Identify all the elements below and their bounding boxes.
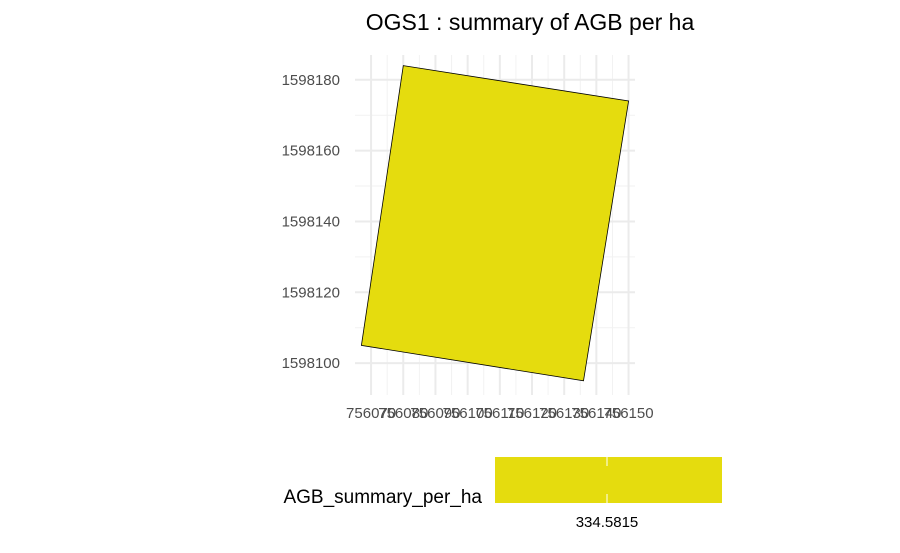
plot-polygon <box>360 65 630 382</box>
chart-title: OGS1 : summary of AGB per ha <box>366 9 695 35</box>
legend-colorbar <box>495 457 722 503</box>
legend: AGB_summary_per_ha 334.5815 <box>283 457 722 531</box>
x-tick-label: 756070 <box>346 405 396 422</box>
polygon-layer <box>360 65 630 382</box>
x-axis-tick-labels: 7560707560807560907561007561107561207561… <box>346 405 654 422</box>
x-tick-label: 756130 <box>539 405 589 422</box>
legend-title: AGB_summary_per_ha <box>283 487 482 508</box>
x-tick-label: 756140 <box>571 405 621 422</box>
x-tick-label: 756150 <box>604 405 654 422</box>
x-tick-label: 756120 <box>507 405 557 422</box>
x-tick-label: 756090 <box>410 405 460 422</box>
y-tick-label: 1598140 <box>282 213 340 230</box>
y-axis-tick-labels: 1598100 1598120 1598140 1598160 1598180 <box>282 72 340 372</box>
y-tick-label: 1598160 <box>282 143 340 160</box>
x-tick-label: 756100 <box>443 405 493 422</box>
legend-tick-label: 334.5815 <box>576 514 639 531</box>
y-tick-label: 1598120 <box>282 284 340 301</box>
y-tick-label: 1598180 <box>282 72 340 89</box>
y-tick-label: 1598100 <box>282 355 340 372</box>
x-tick-label: 756110 <box>475 405 524 422</box>
x-tick-label: 756080 <box>378 405 428 422</box>
